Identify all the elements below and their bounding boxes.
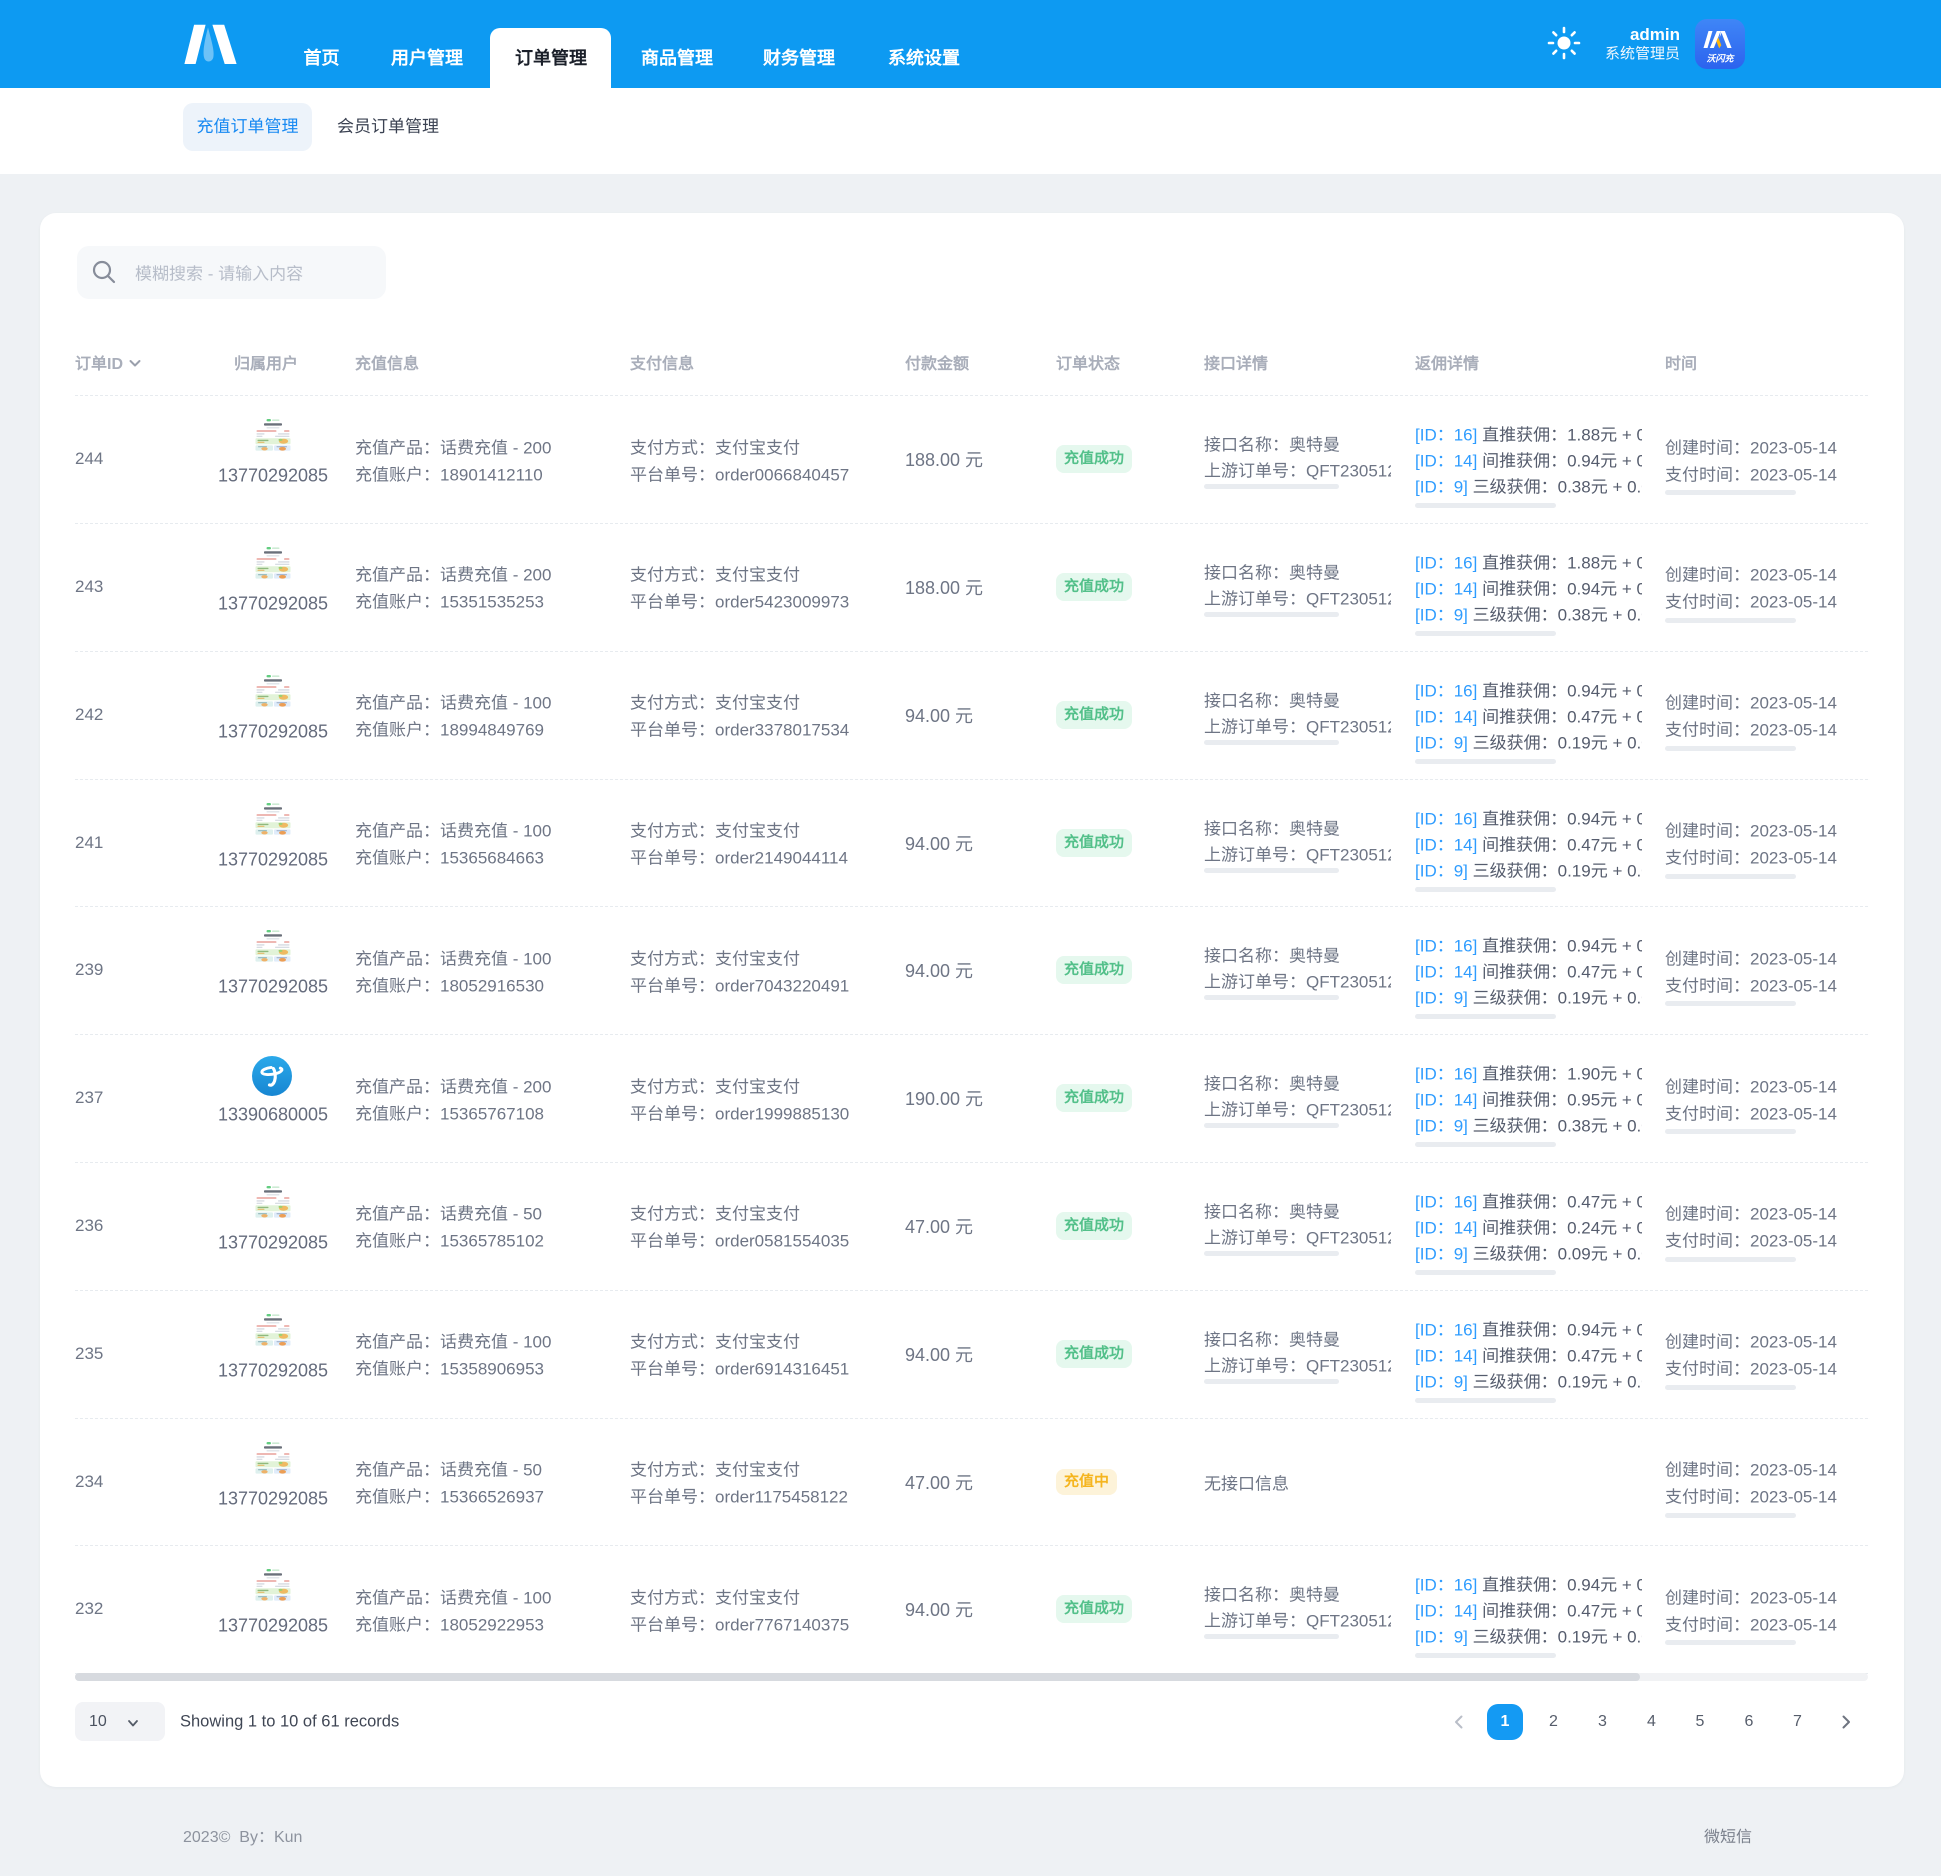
svg-text:沃闪充: 沃闪充 [1706,52,1735,65]
